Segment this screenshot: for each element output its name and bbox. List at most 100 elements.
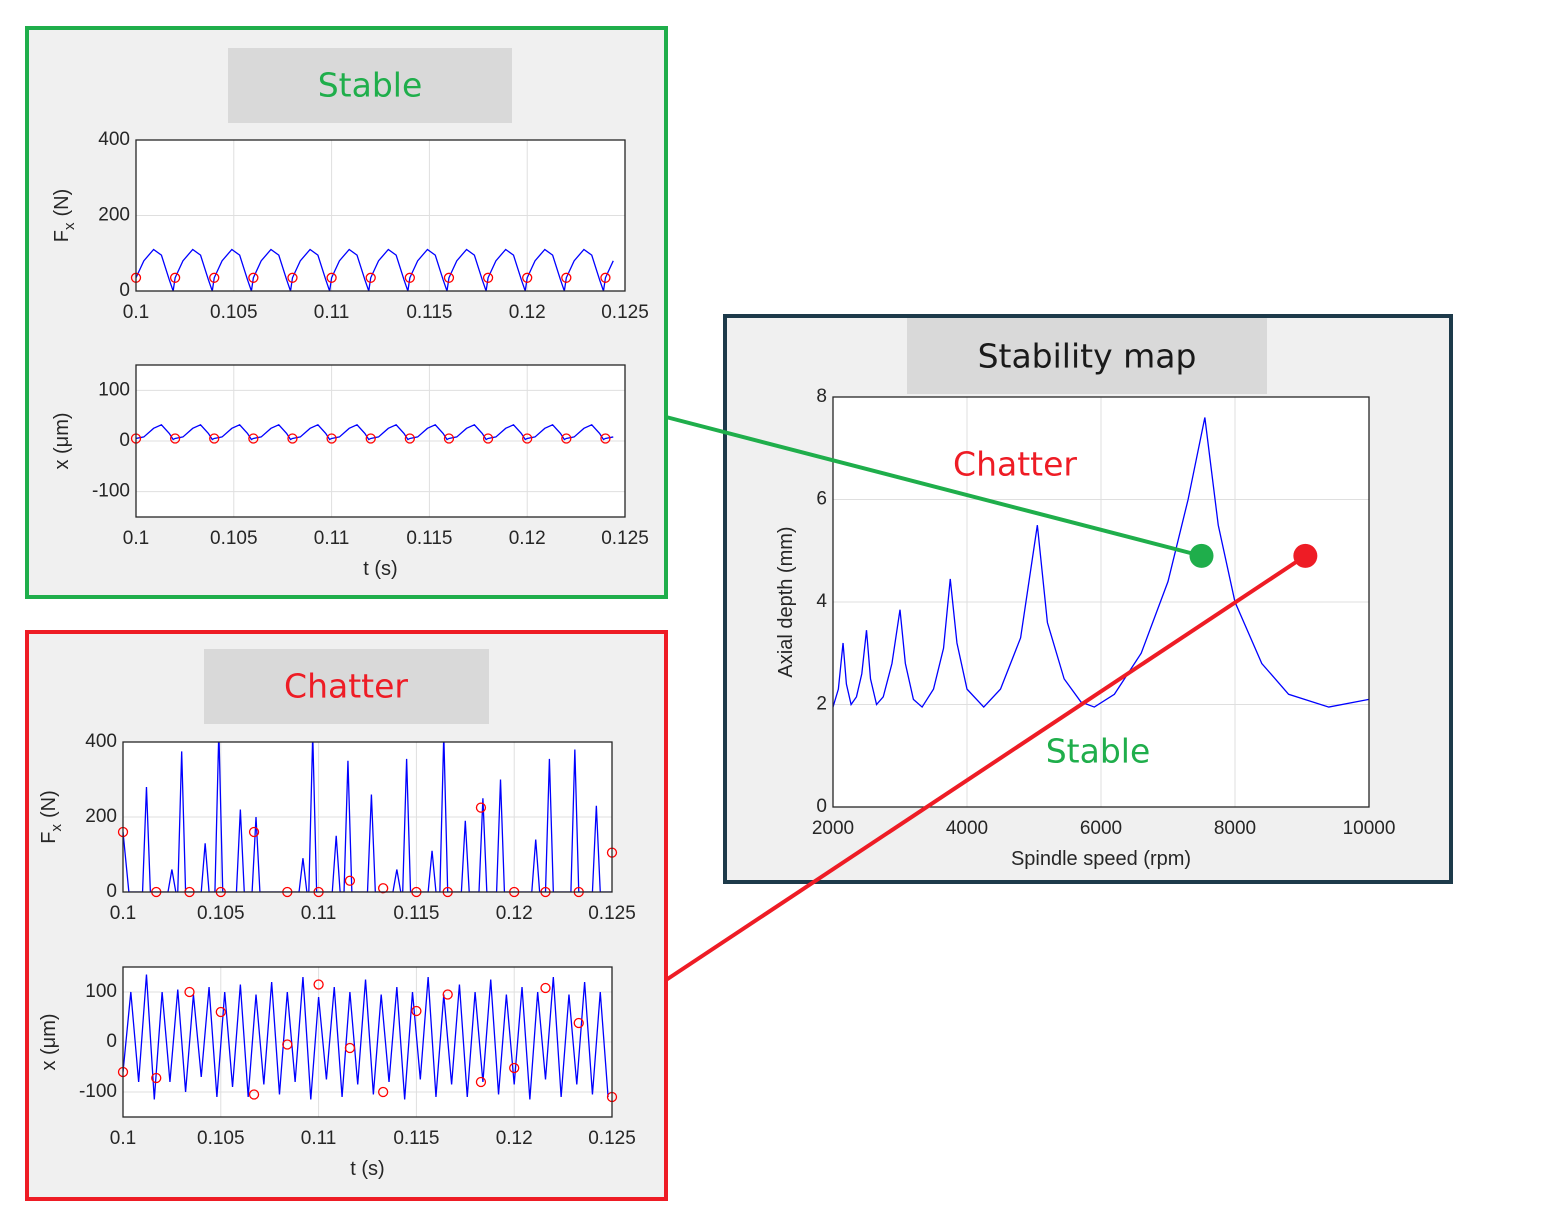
sample-marker	[482, 272, 494, 283]
x-tick-label: 8000	[1214, 818, 1256, 839]
x-axis-label: t (s)	[363, 558, 397, 580]
sample-marker	[522, 272, 533, 283]
sample-marker	[248, 826, 260, 838]
plot-content	[136, 248, 614, 291]
y-label-subscript: x	[48, 824, 65, 832]
y-tick-label: 0	[106, 1031, 117, 1052]
x-tick-label: 10000	[1343, 818, 1396, 839]
x-tick-label: 0.11	[301, 903, 337, 924]
sample-marker	[475, 802, 487, 813]
x-axis-label: t (s)	[350, 1158, 384, 1180]
y-label-part: (N)	[38, 790, 60, 818]
title-banner	[907, 318, 1267, 394]
sample-marker	[215, 1006, 226, 1018]
sample-marker	[404, 433, 415, 444]
y-tick-label: 0	[816, 796, 827, 817]
sample-marker	[377, 1086, 389, 1098]
sample-marker	[209, 272, 220, 283]
title-banner	[204, 649, 489, 724]
y-tick-label: -100	[79, 1081, 117, 1102]
sample-marker	[365, 433, 376, 444]
y-tick-label: -100	[92, 481, 130, 502]
x-tick-label: 0.105	[210, 302, 258, 323]
x-tick-label: 0.1	[123, 528, 149, 549]
sample-marker	[151, 1072, 162, 1084]
sample-marker	[248, 433, 259, 444]
plot-frame	[135, 364, 626, 518]
y-axis-label: Axial depth (mm)	[775, 526, 797, 677]
y-tick-label: 2	[816, 694, 827, 715]
x-tick-label: 0.11	[314, 302, 350, 323]
sample-marker	[540, 982, 551, 994]
x-tick-label: 2000	[812, 818, 854, 839]
x-tick-label: 6000	[1080, 818, 1122, 839]
y-tick-label: 200	[98, 205, 130, 226]
connector	[664, 554, 1307, 982]
sample-marker	[344, 875, 356, 886]
sample-marker	[561, 433, 572, 444]
sample-marker	[561, 272, 572, 283]
y-label-subscript: x	[61, 222, 78, 230]
y-tick-label: 100	[85, 981, 117, 1002]
sample-marker	[169, 433, 181, 444]
x-tick-label: 0.115	[406, 302, 452, 323]
plot-frame	[832, 396, 1370, 808]
annotation: Chatter	[953, 445, 1077, 484]
sample-marker	[169, 272, 181, 283]
x-tick-label: 0.125	[588, 903, 636, 924]
x-tick-label: 0.11	[301, 1128, 337, 1149]
sample-marker	[326, 433, 337, 444]
sample-marker	[411, 1005, 422, 1017]
sample-marker	[443, 433, 455, 444]
sample-marker	[573, 1017, 584, 1029]
panel-title: Chatter	[284, 667, 408, 706]
plot-frame	[135, 139, 626, 292]
x-tick-label: 0.1	[110, 1128, 136, 1149]
sample-marker	[522, 433, 533, 444]
sample-marker	[600, 272, 611, 283]
y-tick-label: 4	[816, 591, 827, 612]
sample-marker	[313, 979, 324, 990]
x-tick-label: 0.125	[601, 528, 649, 549]
sample-marker	[344, 1042, 356, 1054]
sample-marker	[443, 272, 455, 283]
plot-content	[123, 974, 609, 1100]
x-tick-label: 0.105	[210, 528, 258, 549]
x-tick-label: 0.105	[197, 903, 245, 924]
plot-frame	[122, 966, 613, 1118]
y-tick-label: 0	[119, 280, 130, 301]
y-label-part: (N)	[51, 189, 73, 217]
y-axis-label: x (μm)	[38, 1013, 60, 1070]
x-tick-label: 0.12	[509, 528, 546, 549]
operating-point	[1293, 543, 1318, 568]
data-line	[833, 417, 1369, 709]
y-tick-label: 8	[816, 386, 827, 407]
y-tick-label: 200	[85, 806, 117, 827]
x-tick-label: 0.12	[496, 903, 533, 924]
sample-marker	[442, 989, 453, 1000]
x-tick-label: 0.12	[509, 302, 546, 323]
sample-marker	[600, 433, 611, 444]
annotation: Stable	[1046, 732, 1151, 771]
sample-marker	[209, 433, 220, 444]
data-line	[123, 742, 612, 892]
plot-content	[123, 742, 612, 892]
x-tick-label: 0.12	[496, 1128, 533, 1149]
x-axis-label: Spindle speed (rpm)	[1011, 848, 1191, 870]
panel-title: Stable	[318, 66, 423, 105]
sample-marker	[404, 272, 415, 283]
x-tick-label: 0.1	[123, 302, 149, 323]
sample-marker	[282, 1039, 293, 1050]
data-line	[123, 974, 609, 1100]
x-tick-label: 0.115	[393, 903, 439, 924]
x-tick-label: 0.105	[197, 1128, 245, 1149]
sample-marker	[475, 1076, 487, 1088]
x-tick-label: 0.125	[588, 1128, 636, 1149]
panel-title: Stability map	[978, 337, 1197, 376]
sample-marker	[287, 433, 298, 444]
x-tick-label: 0.115	[406, 528, 452, 549]
x-tick-label: 0.115	[393, 1128, 439, 1149]
plot-content	[833, 417, 1369, 709]
y-tick-label: 6	[816, 489, 827, 510]
